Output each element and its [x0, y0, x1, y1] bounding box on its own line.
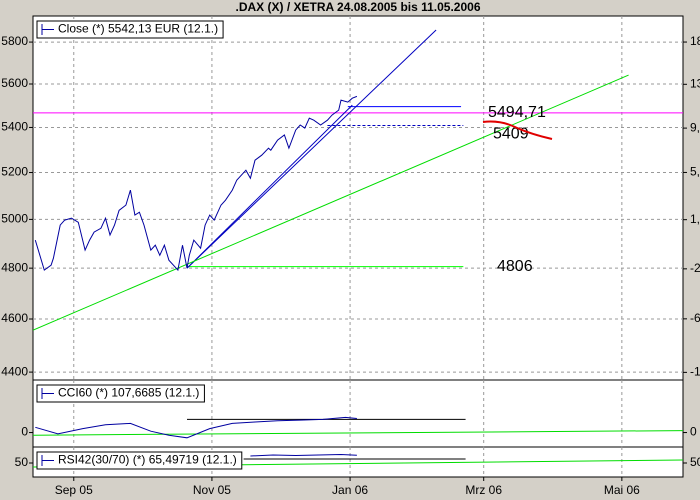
x-tick-label: Mai 06 [604, 483, 640, 497]
x-tick-label: Nov 05 [193, 483, 231, 497]
legend: CCI60 (*) 107,6685 (12.1.) [36, 384, 205, 403]
legend-box [36, 451, 243, 470]
y2-tick-label: 9,8% [690, 120, 700, 134]
y-tick-label: 4400 [1, 364, 28, 378]
y-tick-label: 4800 [1, 260, 28, 274]
y2-tick-label: 18% [690, 34, 700, 48]
trend-line [186, 104, 353, 269]
plot-layer: Sep 05 Nov 05 Jan 06 Mrz 06 Mai 06 4400 4600 48… [1, 16, 700, 497]
y2-tick-label: -2,4% [690, 261, 700, 275]
x-tick-label: Mrz 06 [465, 483, 502, 497]
legend: Close (*) 5542,13 EUR (12.1.) [36, 20, 224, 39]
y-tick-label: 5200 [1, 165, 28, 179]
y-tick-label: 5000 [1, 212, 28, 226]
y2-tick-label: 50 [690, 455, 700, 469]
trend-line [33, 74, 629, 331]
level-label: 5494,71 [488, 104, 546, 121]
y2-tick-label: -10,5% [690, 365, 700, 379]
legend-box [36, 20, 224, 39]
panel-marks [33, 416, 683, 439]
y2-tick-label: 1,7% [690, 212, 700, 226]
legend-label: CCI60 (*) 107,6685 (12.1.) [58, 386, 199, 400]
y2-tick-label: 0 [690, 425, 697, 439]
legend-box [36, 384, 205, 403]
series-line [35, 416, 357, 439]
legend-label: RSI42(30/70) (*) 65,49719 (12.1.) [58, 453, 237, 467]
series-line [34, 95, 358, 272]
level-label: 5409 [493, 126, 529, 143]
main-panel [32, 15, 684, 381]
legend-label: Close (*) 5542,13 EUR (12.1.) [58, 22, 218, 36]
y2-tick-label: 13,9% [690, 76, 700, 90]
y-tick-label: 5400 [1, 120, 28, 134]
trend-line [33, 430, 683, 436]
y-tick-label: 4600 [1, 311, 28, 325]
series-line [250, 453, 357, 457]
y-tick-label: 5600 [1, 76, 28, 90]
trend-line [186, 29, 437, 269]
level-label: 4806 [497, 258, 533, 275]
chart-title: .DAX (X) / XETRA 24.08.2005 bis 11.05.20… [235, 0, 480, 14]
y-tick-label: 50 [15, 455, 29, 469]
y2-tick-label: 5,8% [690, 165, 700, 179]
y-tick-label: 5800 [1, 34, 28, 48]
x-tick-label: Sep 05 [55, 483, 93, 497]
legend: RSI42(30/70) (*) 65,49719 (12.1.) [36, 451, 243, 470]
panel-marks [33, 29, 683, 331]
y2-tick-label: -6,4% [690, 311, 700, 325]
x-tick-label: Jan 06 [332, 483, 368, 497]
y-tick-label: 0 [21, 425, 28, 439]
strike-mark [482, 120, 553, 140]
